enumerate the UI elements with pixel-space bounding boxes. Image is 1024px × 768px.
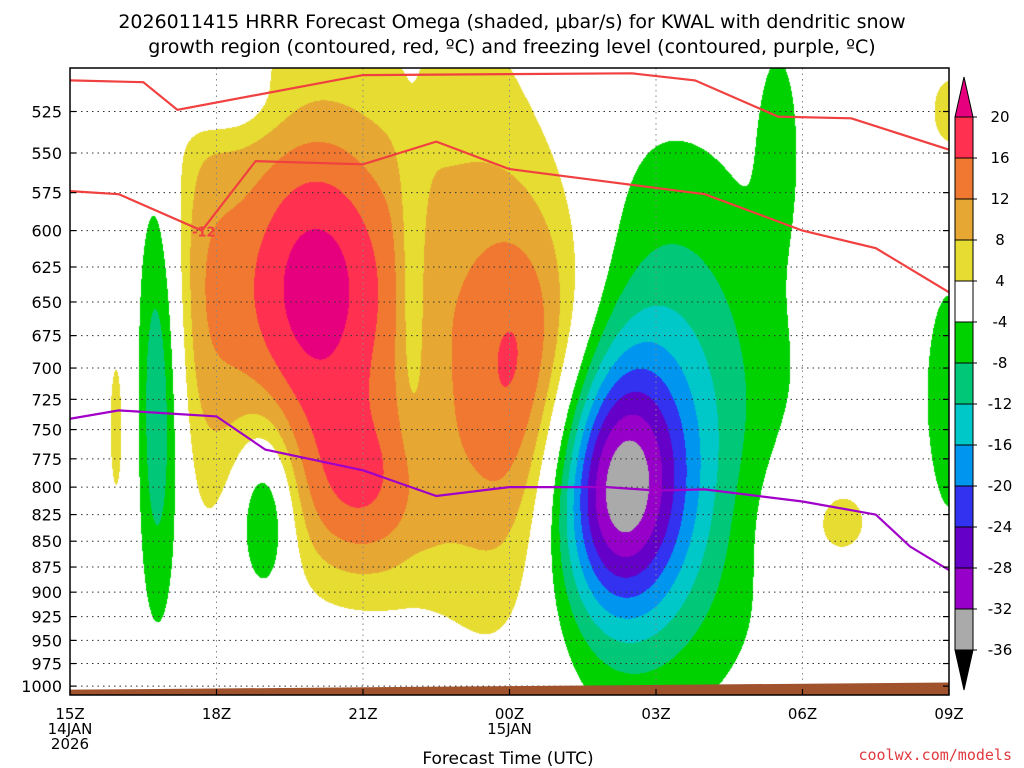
colorbar: 20 16 12 8 4 -4 -8 -12 -16 -20 -24 -28 -32 -36 xyxy=(954,76,1013,691)
y-tick-label: 575 xyxy=(31,184,62,203)
x-tick-label: 09Z xyxy=(934,705,963,723)
colorbar-segment xyxy=(954,321,974,364)
y-tick-label: 800 xyxy=(31,478,62,497)
y-tick-label: 825 xyxy=(31,506,62,525)
x-tick-label: 14JAN xyxy=(48,720,93,738)
y-tick-label: 725 xyxy=(31,390,62,409)
y-tick-label: 650 xyxy=(31,293,62,312)
contour-lines: -12 0 xyxy=(70,72,949,572)
x-tick-label: 03Z xyxy=(641,705,670,723)
colorbar-segment xyxy=(954,608,974,651)
y-tick-label: 550 xyxy=(31,144,62,163)
colorbar-label: -16 xyxy=(988,436,1013,454)
x-tick-label: 15Z xyxy=(55,705,84,723)
colorbar-segment xyxy=(954,198,974,241)
colorbar-label: -8 xyxy=(993,354,1008,372)
terrain-fill xyxy=(70,682,949,695)
colorbar-segment xyxy=(954,280,974,323)
colorbar-segment xyxy=(954,485,974,528)
colorbar-segment xyxy=(954,239,974,282)
colorbar-label: 20 xyxy=(990,108,1009,126)
x-tick-label: 21Z xyxy=(348,705,377,723)
colorbar-label: -12 xyxy=(988,395,1013,413)
colorbar-segment xyxy=(954,116,974,159)
y-axis: 525 550 575 600 625 650 675 700 725 750 775 800 825 8… xyxy=(21,103,949,696)
x-tick-label: 18Z xyxy=(202,705,231,723)
y-tick-label: 525 xyxy=(31,103,62,122)
chart-title-line-1: 2026011415 HRRR Forecast Omega (shaded, … xyxy=(118,11,905,33)
freezing-contour-label: 0 xyxy=(651,484,660,499)
colorbar-label: 16 xyxy=(990,149,1009,167)
x-tick-label: 2026 xyxy=(51,735,89,753)
colorbar-segment xyxy=(954,403,974,446)
colorbar-label: -32 xyxy=(988,600,1013,618)
y-tick-label: 925 xyxy=(31,608,62,627)
y-tick-label: 600 xyxy=(31,222,62,241)
y-tick-label: 750 xyxy=(31,421,62,440)
colorbar-segment xyxy=(954,526,974,569)
x-tick-label: 06Z xyxy=(788,705,817,723)
y-tick-label: 850 xyxy=(31,532,62,551)
plot-area: -12 0 xyxy=(70,68,949,695)
dgz-minus12-contour xyxy=(70,140,949,294)
y-tick-label: 675 xyxy=(31,327,62,346)
y-tick-label: 775 xyxy=(31,450,62,469)
terrain-layer xyxy=(70,682,949,695)
freezing-level-contour xyxy=(70,409,949,572)
dgz-upper-contour xyxy=(70,72,949,151)
y-tick-label: 975 xyxy=(31,655,62,674)
colorbar-label: 4 xyxy=(995,272,1005,290)
colorbar-segment xyxy=(954,362,974,405)
colorbar-label: 12 xyxy=(990,190,1009,208)
y-tick-label: 950 xyxy=(31,631,62,650)
x-tick-label: 00Z xyxy=(495,705,524,723)
y-tick-label: 900 xyxy=(31,583,62,602)
y-tick-label: 1000 xyxy=(21,677,62,696)
colorbar-label: 8 xyxy=(995,231,1005,249)
x-tick-label: 15JAN xyxy=(487,720,532,738)
colorbar-segment xyxy=(954,157,974,200)
y-tick-label: 875 xyxy=(31,558,62,577)
colorbar-label: -24 xyxy=(988,518,1013,536)
x-axis-label: Forecast Time (UTC) xyxy=(422,749,593,768)
y-tick-label: 700 xyxy=(31,359,62,378)
colorbar-segment xyxy=(954,567,974,610)
colorbar-segment xyxy=(954,444,974,487)
colorbar-label: -4 xyxy=(993,313,1008,331)
colorbar-label: -20 xyxy=(988,477,1013,495)
dgz-contour-label: -12 xyxy=(192,226,216,241)
chart-title-line-2: growth region (contoured, red, ºC) and f… xyxy=(148,36,875,58)
credit-text: coolwx.com/models xyxy=(858,746,1012,764)
y-tick-label: 625 xyxy=(31,258,62,277)
colorbar-label: -28 xyxy=(988,559,1013,577)
colorbar-top-arrow xyxy=(954,76,974,118)
colorbar-label: -36 xyxy=(988,641,1013,659)
colorbar-bottom-arrow xyxy=(954,649,974,691)
